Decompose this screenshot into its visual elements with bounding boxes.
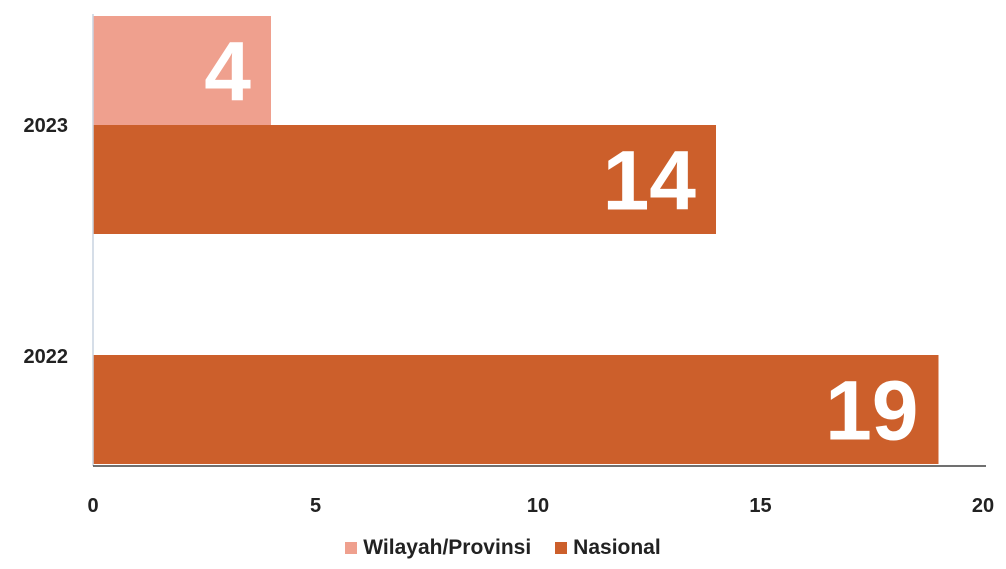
data-labels: 4 14 19 <box>204 25 918 458</box>
x-tick-label-0: 0 <box>87 495 98 517</box>
x-tick-label-5: 5 <box>310 495 321 517</box>
x-tick-label-10: 10 <box>527 495 549 517</box>
legend-swatch-wilayah <box>345 542 358 554</box>
x-tick-label-20: 20 <box>972 495 994 517</box>
legend-label-wilayah: Wilayah/Provinsi <box>363 536 532 559</box>
bars-group <box>93 16 939 464</box>
legend-item-wilayah: Wilayah/Provinsi <box>345 536 531 560</box>
x-tick-label-15: 15 <box>749 495 771 517</box>
bar-nasional-2022 <box>93 355 939 464</box>
bar-nasional-2023 <box>93 125 716 234</box>
data-label-nasional-2022: 19 <box>825 364 918 458</box>
category-labels: 2023 2022 <box>24 115 69 368</box>
category-label-2023: 2023 <box>24 115 69 137</box>
legend-swatch-nasional <box>555 542 568 554</box>
category-label-2022: 2022 <box>24 346 69 368</box>
bar-wilayah-provinsi-2023 <box>93 16 271 125</box>
legend-item-nasional: Nasional <box>555 536 661 560</box>
data-label-nasional-2023: 14 <box>603 134 697 228</box>
legend: Wilayah/Provinsi Nasional <box>0 536 1006 560</box>
x-tick-labels: 0 5 10 15 20 <box>87 495 994 517</box>
legend-label-nasional: Nasional <box>573 536 661 559</box>
axes-group <box>92 14 986 467</box>
data-label-wilayah-provinsi-2023: 4 <box>204 25 251 119</box>
